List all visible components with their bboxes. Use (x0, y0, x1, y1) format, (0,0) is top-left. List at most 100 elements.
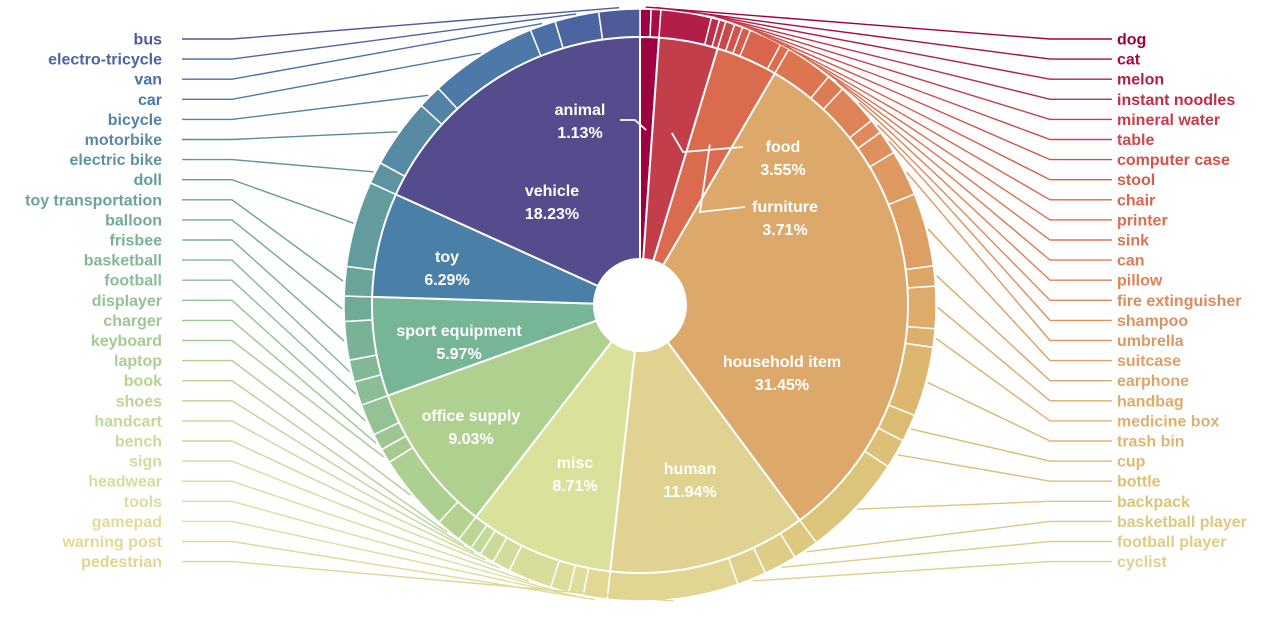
leader-line-medicine-box (935, 337, 1112, 422)
inner-label-sport-equipment: sport equipment (396, 323, 522, 340)
leader-line-suitcase (927, 228, 1112, 362)
inner-percent-furniture: 3.71% (762, 222, 807, 239)
outer-label-handcart: handcart (94, 413, 162, 430)
outer-label-handbag: handbag (1117, 393, 1184, 410)
inner-percent-vehicle: 18.23% (525, 206, 579, 223)
leader-line-earphone (936, 275, 1112, 382)
outer-label-melon: melon (1117, 72, 1164, 89)
inner-labels: animal 1.13% food 3.55% furniture 3.71% househ… (396, 102, 841, 501)
leader-line-displayer (182, 299, 366, 422)
outer-label-shoes: shoes (116, 393, 162, 410)
outer-label-charger: charger (103, 313, 162, 330)
outer-label-book: book (124, 373, 162, 390)
outer-label-dog: dog (1117, 32, 1146, 49)
leader-line-basketball-player (806, 520, 1112, 553)
leader-line-can (836, 80, 1112, 261)
inner-percent-food: 3.55% (760, 162, 805, 179)
outer-label-stool: stool (1117, 172, 1155, 189)
leader-line-chair (766, 34, 1112, 201)
inner-percent-human: 11.94% (663, 484, 716, 501)
leader-line-football-player (781, 540, 1112, 569)
leader-line-cup (910, 428, 1112, 462)
outer-label-motorbike: motorbike (85, 132, 162, 149)
inner-percent-office-supply: 9.03% (448, 431, 493, 448)
outer-label-shampoo: shampoo (1117, 313, 1188, 330)
leader-lines (182, 6, 1112, 602)
leader-line-balloon (182, 219, 343, 310)
inner-label-animal: animal (555, 102, 606, 119)
outer-label-toy-transportation: toy transportation (25, 192, 162, 209)
outer-label-bench: bench (115, 434, 162, 451)
leader-line-sink (809, 59, 1112, 241)
outer-label-umbrella: umbrella (1117, 333, 1184, 350)
leader-line-basketball (182, 259, 351, 373)
outer-label-medicine-box: medicine box (1117, 413, 1219, 430)
leader-line-dog (645, 6, 1112, 40)
leader-line-book (182, 380, 448, 533)
outer-slice-dog (639, 8, 652, 38)
outer-label-football-player: football player (1117, 534, 1226, 551)
outer-slice-balloon (343, 295, 374, 323)
leader-line-table (730, 20, 1112, 141)
outer-label-laptop: laptop (114, 353, 162, 370)
inner-label-household-item: household item (723, 354, 841, 371)
leader-line-computer-case (738, 23, 1112, 161)
leader-line-warning-post (182, 540, 595, 601)
inner-percent-toy: 6.29% (424, 272, 469, 289)
inner-percent-household-item: 31.45% (755, 377, 809, 394)
outer-label-printer: printer (1117, 212, 1168, 229)
outer-label-trash-bin: trash bin (1117, 434, 1185, 451)
outer-label-instant-noodles: instant noodles (1117, 92, 1235, 109)
outer-label-football: football (104, 273, 162, 290)
leader-line-cat (656, 6, 1112, 60)
outer-label-headwear: headwear (88, 474, 162, 491)
leader-line-fire-extinguisher (877, 124, 1112, 301)
outer-label-computer-case: computer case (1117, 152, 1230, 169)
outer-label-cyclist: cyclist (1117, 554, 1167, 571)
outer-label-bus: bus (134, 32, 163, 49)
outer-label-suitcase: suitcase (1117, 353, 1181, 370)
leader-line-car (182, 52, 481, 101)
leader-line-bench (182, 440, 486, 561)
leader-line-electric-bike (182, 158, 374, 173)
inner-label-furniture: furniture (752, 199, 818, 216)
inner-label-food: food (766, 139, 801, 156)
outer-label-bicycle: bicycle (108, 112, 162, 129)
leader-line-printer (785, 44, 1112, 221)
outer-label-balloon: balloon (105, 212, 162, 229)
leader-line-football (182, 279, 357, 395)
outer-label-doll: doll (134, 172, 162, 189)
leader-line-cyclist (752, 560, 1112, 582)
leader-line-electro-tricycle (182, 13, 577, 60)
outer-label-mineral-water: mineral water (1117, 112, 1220, 129)
leader-line-gamepad (182, 520, 576, 597)
outer-label-cat: cat (1117, 52, 1141, 69)
inner-percent-sport-equipment: 5.97% (436, 346, 481, 363)
outer-label-earphone: earphone (1117, 373, 1189, 390)
outer-label-electric-bike: electric bike (70, 152, 163, 169)
leader-line-van (182, 22, 543, 80)
inner-label-human: human (664, 461, 716, 478)
outer-label-fire-extinguisher: fire extinguisher (1117, 293, 1241, 310)
leader-line-charger (182, 319, 377, 444)
outer-slice-bus (597, 8, 641, 41)
leader-line-shoes (182, 400, 465, 546)
leader-line-handbag (937, 307, 1112, 402)
leader-line-melon (686, 9, 1112, 80)
outer-label-bottle: bottle (1117, 474, 1161, 491)
outer-label-pillow: pillow (1117, 273, 1163, 290)
leader-line-laptop (182, 359, 412, 496)
outer-label-sign: sign (129, 454, 162, 471)
leader-line-handcart (182, 420, 475, 554)
leader-line-bus (182, 7, 620, 40)
outer-label-pedestrian: pedestrian (81, 554, 162, 571)
leader-line-keyboard (182, 339, 385, 458)
outer-label-basketball: basketball (84, 253, 162, 270)
outer-slice-handbag (906, 285, 937, 330)
inner-label-misc: misc (557, 455, 594, 472)
outer-label-keyboard: keyboard (91, 333, 162, 350)
outer-label-electro-tricycle: electro-tricycle (48, 52, 162, 69)
outer-label-cup: cup (1117, 454, 1146, 471)
outer-label-displayer: displayer (92, 293, 162, 310)
